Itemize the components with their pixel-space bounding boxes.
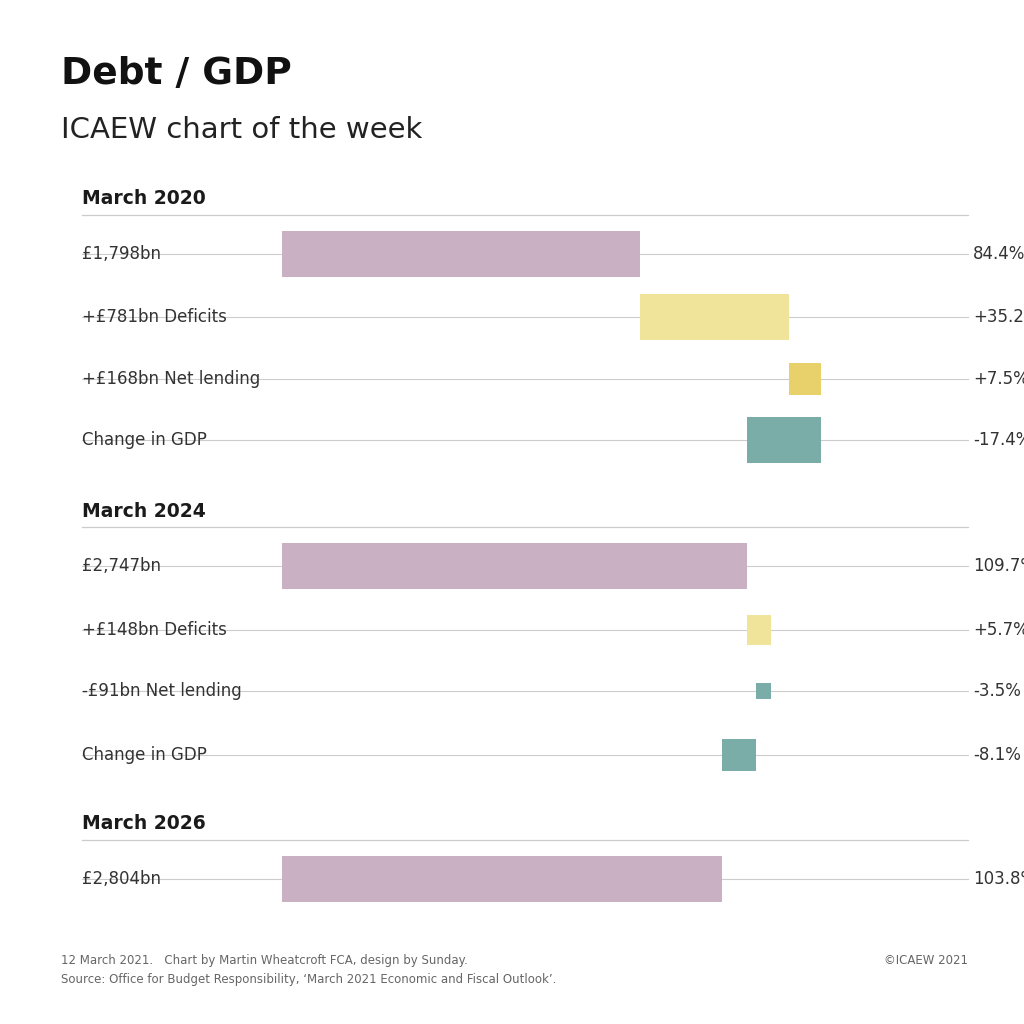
Text: £2,747bn: £2,747bn (82, 557, 161, 575)
Text: 103.8%: 103.8% (973, 869, 1024, 888)
Bar (746, 418, 821, 463)
Text: +£168bn Net lending: +£168bn Net lending (82, 370, 260, 388)
Text: Change in GDP: Change in GDP (82, 431, 207, 450)
Text: -17.4%: -17.4% (973, 431, 1024, 450)
Text: +£148bn Deficits: +£148bn Deficits (82, 621, 226, 639)
Bar (282, 856, 722, 902)
Text: -3.5%: -3.5% (973, 682, 1021, 700)
Text: Change in GDP: Change in GDP (82, 745, 207, 764)
Bar (746, 614, 771, 645)
Text: March 2024: March 2024 (82, 502, 206, 521)
Text: +35.2%: +35.2% (973, 308, 1024, 327)
Bar (282, 230, 640, 276)
Bar (640, 295, 788, 340)
Bar (722, 738, 757, 771)
Text: ©ICAEW 2021: ©ICAEW 2021 (884, 954, 968, 968)
Text: +7.5%: +7.5% (973, 370, 1024, 388)
Text: March 2020: March 2020 (82, 189, 206, 209)
Bar (282, 543, 746, 590)
Text: +£781bn Deficits: +£781bn Deficits (82, 308, 226, 327)
Text: £2,804bn: £2,804bn (82, 869, 161, 888)
Text: £1,798bn: £1,798bn (82, 245, 161, 263)
Text: -£91bn Net lending: -£91bn Net lending (82, 682, 242, 700)
Bar (757, 683, 771, 699)
Text: March 2026: March 2026 (82, 814, 206, 834)
Bar (788, 362, 821, 395)
Text: +5.7%: +5.7% (973, 621, 1024, 639)
Text: 12 March 2021.   Chart by Martin Wheatcroft FCA, design by Sunday.
Source: Offic: 12 March 2021. Chart by Martin Wheatcrof… (61, 954, 557, 986)
Text: ICAEW chart of the week: ICAEW chart of the week (61, 116, 423, 143)
Text: 109.7%: 109.7% (973, 557, 1024, 575)
Text: 84.4%: 84.4% (973, 245, 1024, 263)
Text: -8.1%: -8.1% (973, 745, 1021, 764)
Text: Debt / GDP: Debt / GDP (61, 56, 292, 92)
